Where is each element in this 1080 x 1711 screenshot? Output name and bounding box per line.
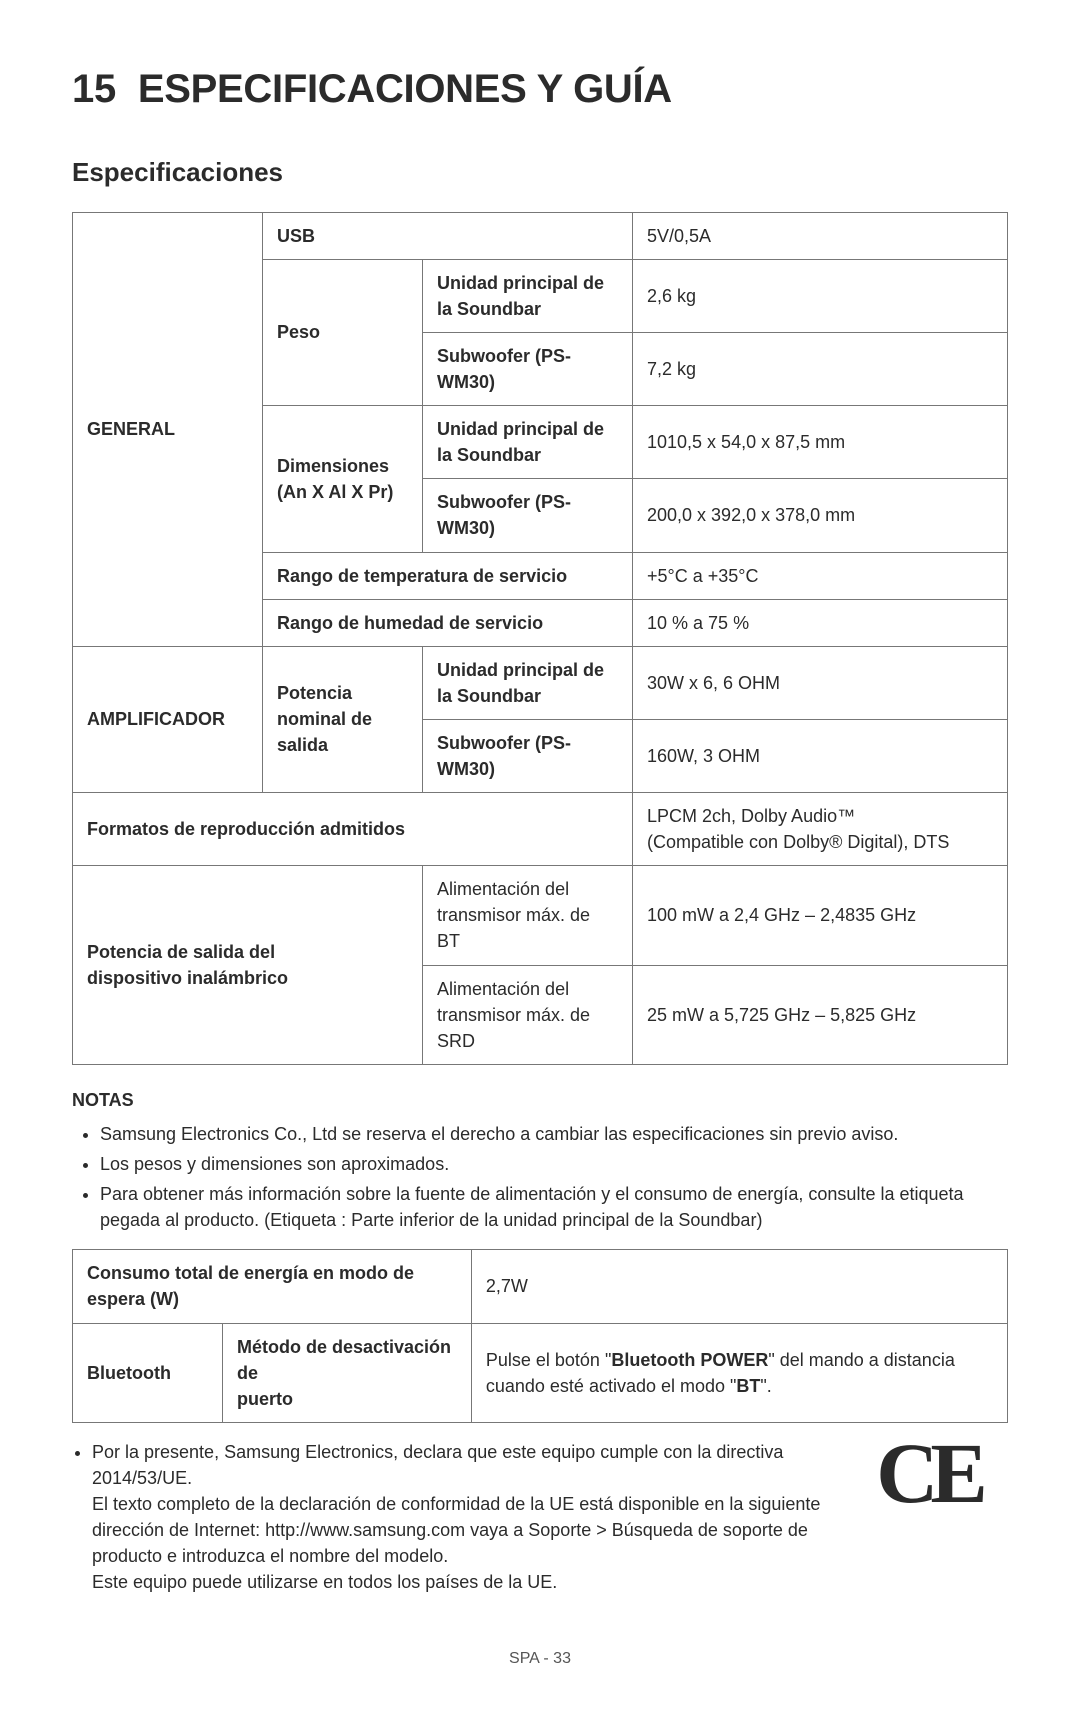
mv-b1: Bluetooth POWER <box>611 1350 768 1370</box>
pm-l1: Método de desactivación de <box>237 1334 457 1386</box>
subwoofer-label: Subwoofer (PS-WM30) <box>423 719 633 792</box>
dim-l2: (An X Al X Pr) <box>277 479 408 505</box>
pm-l2: puerto <box>237 1386 457 1412</box>
subwoofer-label: Subwoofer (PS-WM30) <box>423 332 633 405</box>
note-item: Samsung Electronics Co., Ltd se reserva … <box>100 1121 1008 1147</box>
declaration-item: Por la presente, Samsung Electronics, de… <box>92 1439 824 1596</box>
note-item: Para obtener más información sobre la fu… <box>100 1181 1008 1233</box>
ce-mark-icon: CE <box>848 1439 1008 1508</box>
bt-label: Bluetooth <box>73 1323 223 1422</box>
standby-total-value: 2,7W <box>471 1250 1007 1323</box>
decl-l1: Por la presente, Samsung Electronics, de… <box>92 1439 824 1491</box>
bt-tx-label: Alimentación del transmisor máx. de BT <box>423 866 633 965</box>
port-method-value: Pulse el botón "Bluetooth POWER" del man… <box>471 1323 1007 1422</box>
usb-label: USB <box>263 212 633 259</box>
note-item: Los pesos y dimensiones son aproximados. <box>100 1151 1008 1177</box>
humidity-label: Rango de humedad de servicio <box>263 599 633 646</box>
spec-table: GENERAL USB 5V/0,5A Peso Unidad principa… <box>72 212 1008 1065</box>
wireless-label: Potencia de salida del dispositivo inalá… <box>73 866 423 1065</box>
dimensions-label: Dimensiones (An X Al X Pr) <box>263 406 423 552</box>
mv-pre: Pulse el botón " <box>486 1350 611 1370</box>
rated-power-label: Potencia nominal de salida <box>263 646 423 792</box>
subwoofer-label: Subwoofer (PS-WM30) <box>423 479 633 552</box>
formats-value: LPCM 2ch, Dolby Audio™ (Compatible con D… <box>633 793 1008 866</box>
dim-l1: Dimensiones <box>277 453 408 479</box>
standby-total-label: Consumo total de energía en modo de espe… <box>73 1250 472 1323</box>
usb-value: 5V/0,5A <box>633 212 1008 259</box>
humidity-value: 10 % a 75 % <box>633 599 1008 646</box>
section-heading: Especificaciones <box>72 154 1008 192</box>
rp-l1: Potencia <box>277 680 408 706</box>
srd-tx-l1: Alimentación del <box>437 976 618 1002</box>
amp-sub-value: 160W, 3 OHM <box>633 719 1008 792</box>
standby-table: Consumo total de energía en modo de espe… <box>72 1249 1008 1422</box>
mv-post: ". <box>760 1376 771 1396</box>
main-unit-label: Unidad principal de la Soundbar <box>423 259 633 332</box>
port-method-label: Método de desactivación de puerto <box>223 1323 472 1422</box>
rp-l3: salida <box>277 732 408 758</box>
subwoofer-weight: 7,2 kg <box>633 332 1008 405</box>
decl-l2: El texto completo de la declaración de c… <box>92 1491 824 1569</box>
bt-tx-l1: Alimentación del <box>437 876 618 902</box>
formats-l2: (Compatible con Dolby® Digital), DTS <box>647 829 993 855</box>
bt-tx-l2: transmisor máx. de BT <box>437 902 618 954</box>
chapter-number: 15 <box>72 67 116 111</box>
main-unit-weight: 2,6 kg <box>633 259 1008 332</box>
page-footer: SPA - 33 <box>72 1647 1008 1670</box>
main-unit-label: Unidad principal de la Soundbar <box>423 406 633 479</box>
mv-b2: BT <box>736 1376 760 1396</box>
wl-l1: Potencia de salida del <box>87 939 408 965</box>
temp-range-label: Rango de temperatura de servicio <box>263 552 633 599</box>
chapter-title: ESPECIFICACIONES Y GUÍA <box>138 67 672 111</box>
chapter-heading: 15 ESPECIFICACIONES Y GUÍA <box>72 60 1008 118</box>
main-unit-dim: 1010,5 x 54,0 x 87,5 mm <box>633 406 1008 479</box>
amp-label: AMPLIFICADOR <box>73 646 263 792</box>
temp-range-value: +5°C a +35°C <box>633 552 1008 599</box>
srd-tx-value: 25 mW a 5,725 GHz – 5,825 GHz <box>633 965 1008 1064</box>
wl-l2: dispositivo inalámbrico <box>87 965 408 991</box>
notes-list: Samsung Electronics Co., Ltd se reserva … <box>72 1121 1008 1233</box>
subwoofer-dim: 200,0 x 392,0 x 378,0 mm <box>633 479 1008 552</box>
declaration-row: Por la presente, Samsung Electronics, de… <box>72 1439 1008 1598</box>
bt-tx-value: 100 mW a 2,4 GHz – 2,4835 GHz <box>633 866 1008 965</box>
formats-l1: LPCM 2ch, Dolby Audio™ <box>647 803 993 829</box>
main-unit-label: Unidad principal de la Soundbar <box>423 646 633 719</box>
srd-tx-l2: transmisor máx. de SRD <box>437 1002 618 1054</box>
formats-label: Formatos de reproducción admitidos <box>73 793 633 866</box>
amp-main-value: 30W x 6, 6 OHM <box>633 646 1008 719</box>
rp-l2: nominal de <box>277 706 408 732</box>
srd-tx-label: Alimentación del transmisor máx. de SRD <box>423 965 633 1064</box>
decl-l3: Este equipo puede utilizarse en todos lo… <box>92 1569 824 1595</box>
notes-heading: NOTAS <box>72 1087 1008 1113</box>
general-label: GENERAL <box>73 212 263 646</box>
weight-label: Peso <box>263 259 423 405</box>
